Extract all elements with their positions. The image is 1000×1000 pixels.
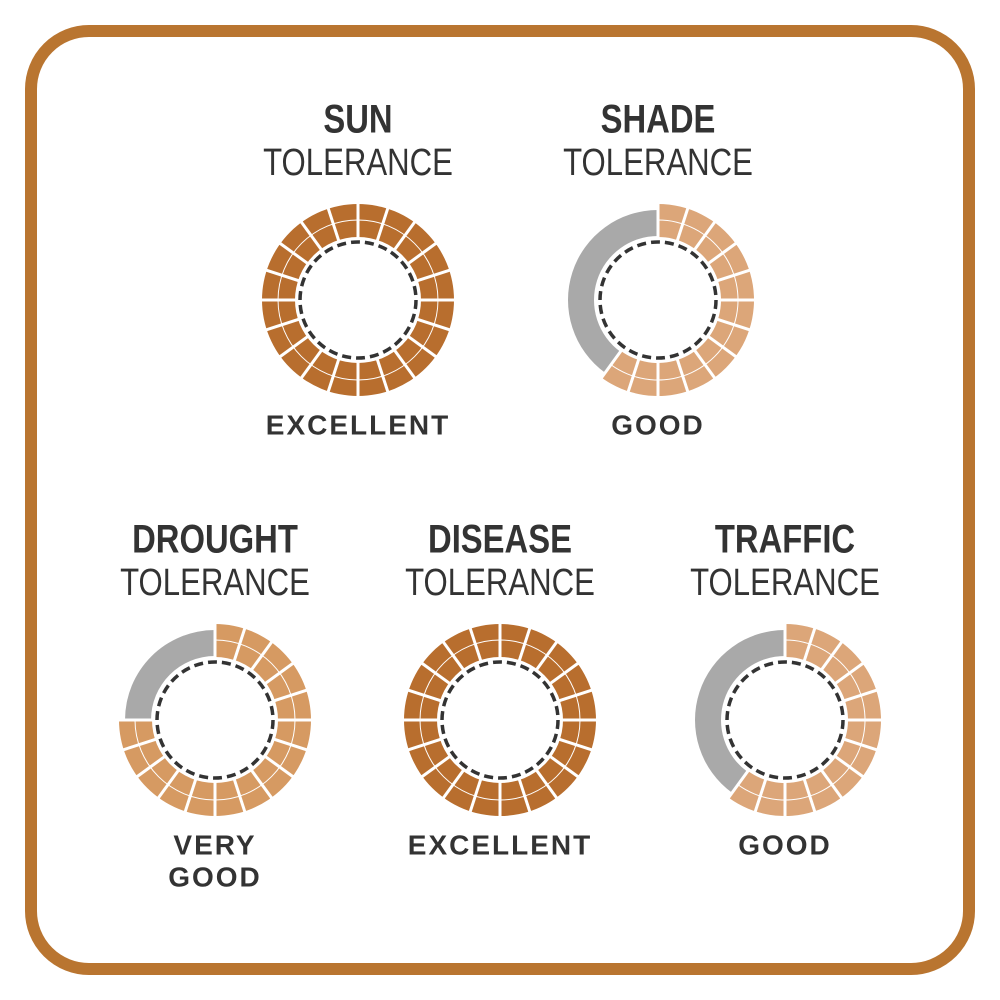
gauge-track (125, 630, 215, 720)
gauge-subtitle: TOLERANCE (563, 142, 753, 184)
gauge-rating: GOOD (611, 409, 705, 440)
gauge-fill (119, 624, 311, 816)
gauge-title: DROUGHT (132, 516, 298, 561)
inner-ring (298, 240, 418, 360)
gauge-title: SHADE (601, 96, 716, 141)
frame (25, 25, 975, 975)
gauge-track (694, 630, 785, 793)
gauge-subtitle: TOLERANCE (263, 142, 453, 184)
gauge-subtitle: TOLERANCE (690, 562, 880, 604)
gauge-rating: EXCELLENT (408, 829, 592, 860)
gauge-title: DISEASE (428, 516, 572, 561)
gauge-fill (601, 204, 754, 397)
gauge-title: TRAFFIC (715, 516, 855, 561)
gauge-track (568, 210, 658, 373)
inner-ring (598, 240, 718, 360)
gauge-rating: EXCELLENT (266, 409, 450, 440)
gauge-rating: VERY (173, 829, 256, 860)
inner-ring (155, 660, 275, 780)
gauge-subtitle: TOLERANCE (405, 562, 595, 604)
gauge-fill (262, 204, 454, 396)
inner-ring (440, 660, 560, 780)
gauge-rating: GOOD (738, 829, 832, 860)
inner-ring (725, 660, 845, 780)
gauge-rating: GOOD (168, 861, 262, 892)
gauge-subtitle: TOLERANCE (120, 562, 310, 604)
gauge-fill (404, 624, 596, 816)
gauge-fill (728, 624, 881, 816)
gauge-title: SUN (323, 96, 392, 141)
